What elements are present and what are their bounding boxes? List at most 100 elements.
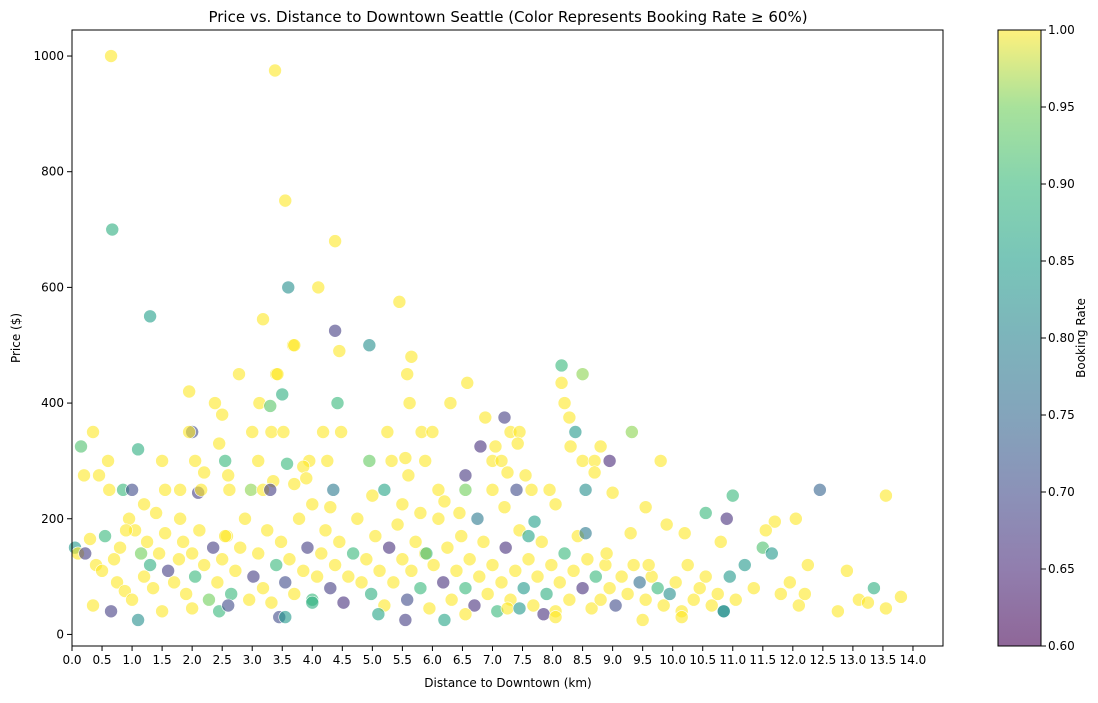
data-point <box>382 540 396 555</box>
data-point <box>140 535 154 549</box>
data-point <box>228 564 243 578</box>
data-point <box>534 535 549 549</box>
x-tick-label: 4.0 <box>303 653 322 667</box>
data-point <box>879 488 893 503</box>
data-point <box>458 607 473 621</box>
data-point <box>276 425 291 439</box>
data-point <box>86 598 100 613</box>
data-point <box>365 488 380 503</box>
data-point <box>122 511 136 526</box>
data-point <box>662 587 677 601</box>
data-point <box>137 497 151 512</box>
x-tick-label: 10.5 <box>689 653 716 667</box>
data-point <box>516 581 531 595</box>
data-point <box>602 581 617 595</box>
data-point <box>400 592 414 607</box>
data-point <box>472 569 487 584</box>
data-point <box>674 610 689 624</box>
data-point <box>192 523 207 538</box>
x-tick-label: 0.0 <box>62 653 81 667</box>
colorbar-tick-label: 0.80 <box>1048 331 1075 345</box>
x-tick-label: 9.0 <box>603 653 622 667</box>
data-point <box>425 425 440 439</box>
x-tick-label: 2.5 <box>213 653 232 667</box>
colorbar-label: Booking Rate <box>1074 298 1088 378</box>
data-point <box>801 558 815 572</box>
data-point <box>359 552 374 567</box>
data-point <box>299 471 314 486</box>
colorbar: 0.60 0.65 0.70 0.75 0.80 0.85 0.90 0.95 1.00 Boo… <box>997 23 1088 653</box>
data-point <box>101 454 115 468</box>
y-tick-label: 1000 <box>33 49 64 63</box>
data-point <box>212 436 226 451</box>
data-point <box>320 454 335 468</box>
data-point <box>176 535 190 549</box>
data-point <box>282 552 297 567</box>
data-point <box>328 234 342 248</box>
data-point <box>392 295 407 309</box>
data-point <box>813 483 827 497</box>
data-point <box>296 459 311 474</box>
data-point <box>334 425 348 439</box>
data-point <box>238 511 252 526</box>
data-point <box>480 587 495 601</box>
data-point <box>894 590 908 604</box>
x-tick-label: 14.0 <box>900 653 927 667</box>
data-point <box>119 523 133 538</box>
y-tick-label: 600 <box>41 280 64 294</box>
x-tick-label: 0.5 <box>92 653 111 667</box>
y-axis-ticks: 0 200 400 600 800 1000 <box>33 49 72 641</box>
y-tick-label: 800 <box>41 165 64 179</box>
data-point <box>473 439 488 454</box>
x-axis-ticks: 0.0 0.5 1.0 1.5 2.0 2.5 3.0 3.5 4.0 4.5 5.0 5.5 6.0 6… <box>62 646 926 667</box>
data-point <box>328 323 342 338</box>
data-point <box>444 592 459 607</box>
data-point <box>737 558 752 572</box>
data-point <box>326 483 341 497</box>
data-point <box>134 546 148 561</box>
data-point <box>638 592 653 607</box>
data-point <box>362 454 377 468</box>
data-point <box>587 465 602 480</box>
data-point <box>233 540 247 555</box>
data-point <box>125 592 139 607</box>
data-point <box>716 604 731 619</box>
data-point <box>602 454 617 468</box>
data-point <box>336 595 351 610</box>
data-point <box>74 439 88 454</box>
x-tick-label: 9.5 <box>633 653 652 667</box>
y-axis-label: Price ($) <box>9 313 23 363</box>
colorbar-ticks: 0.60 0.65 0.70 0.75 0.80 0.85 0.90 0.95 1.00 <box>1041 23 1075 653</box>
data-point <box>418 454 433 468</box>
x-tick-label: 5.5 <box>393 653 412 667</box>
data-point <box>270 367 285 381</box>
data-point <box>390 517 405 532</box>
data-point <box>206 540 220 555</box>
data-point <box>292 511 306 526</box>
plot-frame <box>71 29 944 647</box>
data-point <box>437 613 452 627</box>
x-tick-label: 12.5 <box>810 653 837 667</box>
data-point <box>783 575 797 590</box>
data-point <box>143 309 157 324</box>
colorbar-tick-label: 0.90 <box>1048 177 1075 191</box>
data-point <box>659 517 674 532</box>
data-point <box>125 483 139 497</box>
data-point <box>632 575 647 590</box>
data-point <box>188 569 202 584</box>
data-point <box>497 410 512 425</box>
data-point <box>368 529 383 543</box>
data-point <box>362 338 377 353</box>
data-point <box>440 540 455 555</box>
data-point <box>512 601 527 616</box>
data-point <box>536 607 551 621</box>
data-point <box>497 500 512 514</box>
data-point <box>831 604 845 619</box>
data-point <box>589 569 603 584</box>
data-point <box>575 454 590 468</box>
data-point <box>161 564 175 578</box>
data-point <box>104 604 118 619</box>
data-point <box>840 564 854 578</box>
data-point <box>218 529 232 543</box>
data-point <box>83 532 97 546</box>
